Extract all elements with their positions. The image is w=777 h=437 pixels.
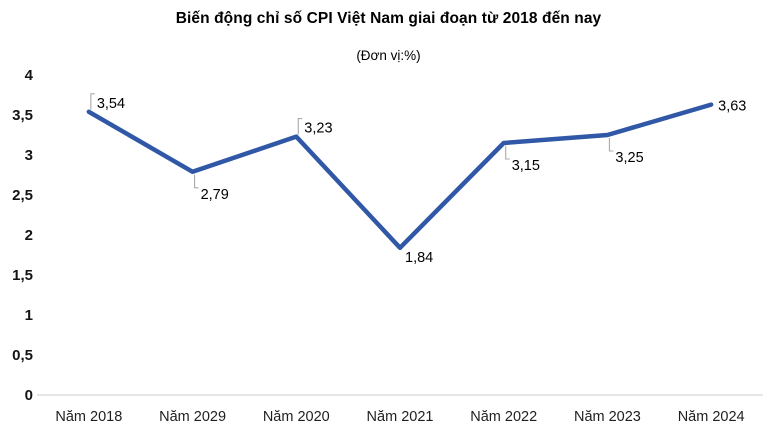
chart-title: Biến động chỉ số CPI Việt Nam giai đoạn … bbox=[175, 10, 602, 27]
x-axis-tick-label: Năm 2020 bbox=[263, 409, 330, 425]
cpi-line-series bbox=[86, 102, 714, 251]
chart-subtitle: (Đơn vị:%) bbox=[356, 48, 421, 63]
data-point-label: 3,25 bbox=[615, 150, 643, 166]
data-point-label: 1,84 bbox=[405, 250, 433, 266]
data-label-leader bbox=[297, 118, 303, 135]
y-axis-tick-label: 0,5 bbox=[12, 347, 33, 364]
data-label-leader bbox=[194, 174, 199, 189]
data-point-label: 2,79 bbox=[201, 187, 229, 203]
data-point-label: 3,63 bbox=[718, 99, 746, 115]
data-label-leader bbox=[90, 93, 95, 110]
y-axis-tick-label: 3,5 bbox=[12, 107, 33, 124]
y-axis-tick-label: 2,5 bbox=[12, 187, 33, 204]
x-axis-tick-label: Năm 2021 bbox=[367, 409, 434, 425]
data-label-leader bbox=[608, 138, 614, 152]
x-axis-tick-label: Năm 2023 bbox=[574, 409, 641, 425]
y-axis-tick-label: 2 bbox=[25, 227, 33, 244]
data-point-label: 3,15 bbox=[512, 158, 540, 174]
y-axis-tick-label: 4 bbox=[25, 67, 34, 84]
x-axis-tick-label: Năm 2029 bbox=[159, 409, 226, 425]
y-axis-tick-label: 3 bbox=[25, 147, 33, 164]
x-axis-tick-label: Năm 2024 bbox=[678, 409, 745, 425]
y-axis-tick-label: 1 bbox=[25, 307, 33, 324]
x-axis-tick-label: Năm 2022 bbox=[470, 409, 537, 425]
data-label-leader bbox=[505, 146, 510, 160]
y-axis-tick-label: 1,5 bbox=[12, 267, 33, 284]
y-axis-tick-label: 0 bbox=[25, 387, 33, 404]
x-axis-tick-label: Năm 2018 bbox=[55, 409, 122, 425]
data-point-label: 3,23 bbox=[304, 121, 332, 137]
data-point-label: 3,54 bbox=[97, 96, 125, 112]
